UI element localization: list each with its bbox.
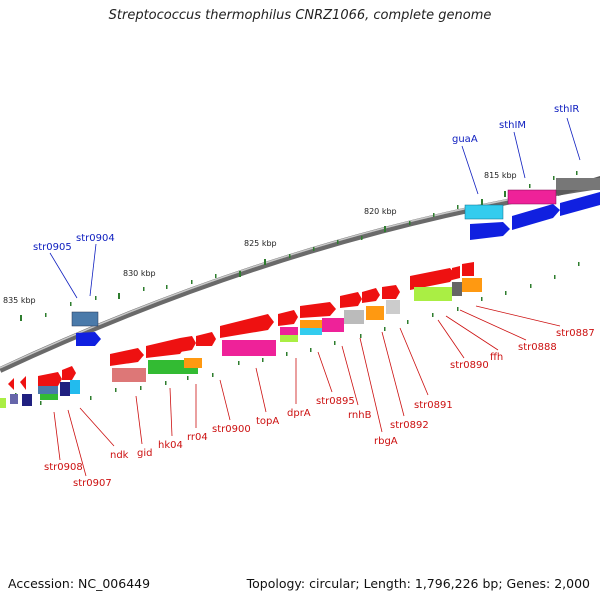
gene-blue-str0908[interactable] bbox=[38, 386, 58, 394]
gene-gray-mid[interactable] bbox=[344, 310, 364, 324]
gene-label: topA bbox=[256, 416, 279, 427]
gene-label: gid bbox=[137, 448, 152, 459]
gene-cyan-dprA[interactable] bbox=[300, 328, 322, 335]
gene-topA[interactable] bbox=[220, 314, 274, 338]
accession-text: Accession: NC_006449 bbox=[8, 576, 151, 591]
scale-label: 820 kbp bbox=[364, 207, 397, 216]
gene-label: str0904 bbox=[76, 233, 115, 244]
gene-sthIR[interactable] bbox=[556, 178, 600, 190]
upper-callouts bbox=[49, 117, 581, 299]
gene-left-block[interactable] bbox=[10, 394, 18, 404]
gene-navy-str0907[interactable] bbox=[60, 382, 70, 396]
scale-label: 835 kbp bbox=[3, 296, 36, 305]
gene-str0890[interactable] bbox=[414, 287, 452, 301]
gene-label: str0888 bbox=[518, 342, 557, 353]
gene-gid[interactable] bbox=[110, 348, 144, 366]
gene-label: guaA bbox=[452, 134, 478, 145]
scale-label: 825 kbp bbox=[244, 239, 277, 248]
gene-label: str0908 bbox=[44, 462, 83, 473]
gene-gray-small[interactable] bbox=[386, 300, 400, 314]
gene-left-arrow-2[interactable] bbox=[20, 376, 26, 390]
gene-left-arrow[interactable] bbox=[8, 378, 14, 390]
gene-sthIM[interactable] bbox=[507, 189, 557, 205]
gene-str0891[interactable] bbox=[452, 282, 462, 296]
gene-str0887[interactable] bbox=[410, 268, 456, 290]
gene-rr04[interactable] bbox=[196, 332, 216, 346]
gene-label: str0891 bbox=[414, 400, 453, 411]
gene-label: rbgA bbox=[374, 436, 398, 447]
gene-label: rr04 bbox=[187, 432, 208, 443]
gene-label: sthIM bbox=[499, 120, 526, 131]
gene-rnhB[interactable] bbox=[340, 292, 362, 308]
gene-guaA-arrow[interactable] bbox=[470, 222, 510, 240]
gene-label: ndk bbox=[110, 450, 129, 461]
gene-str0900[interactable] bbox=[222, 340, 276, 356]
gene-label: str0890 bbox=[450, 360, 489, 371]
gene-str0904[interactable] bbox=[71, 311, 99, 327]
gene-green-small[interactable] bbox=[280, 335, 298, 342]
gene-orange-small[interactable] bbox=[366, 306, 384, 320]
gene-str0895[interactable] bbox=[382, 285, 400, 299]
gene-left-green[interactable] bbox=[0, 398, 6, 408]
gene-cyan-str0907[interactable] bbox=[70, 380, 80, 394]
gene-str0888[interactable] bbox=[452, 266, 460, 280]
gene-hk04b[interactable] bbox=[180, 336, 196, 352]
gene-hk04[interactable] bbox=[146, 338, 186, 358]
gene-label: str0895 bbox=[316, 396, 355, 407]
gene-str0905-arrow[interactable] bbox=[76, 332, 101, 346]
gene-label: rnhB bbox=[348, 410, 372, 421]
scale-label: 815 kbp bbox=[484, 171, 517, 180]
gene-label: ffh bbox=[490, 352, 503, 363]
gene-label: hk04 bbox=[158, 440, 183, 451]
topology-text: Topology: circular; Length: 1,796,226 bp… bbox=[246, 576, 590, 591]
gene-ffh[interactable] bbox=[462, 262, 474, 276]
gene-sthIM-arrow[interactable] bbox=[512, 204, 560, 230]
gene-str0907[interactable] bbox=[62, 366, 76, 380]
gene-sthIR-arrow[interactable] bbox=[560, 192, 600, 216]
gene-topA-start[interactable] bbox=[278, 310, 298, 326]
gene-ndk[interactable] bbox=[38, 372, 62, 386]
gene-label: sthIR bbox=[554, 104, 579, 115]
gene-orange-hk04[interactable] bbox=[184, 358, 202, 368]
gene-label: dprA bbox=[287, 408, 311, 419]
gene-label: str0892 bbox=[390, 420, 429, 431]
gene-left-navy[interactable] bbox=[22, 394, 32, 406]
lower-genes bbox=[0, 262, 482, 408]
lower-callouts bbox=[53, 305, 561, 477]
gene-label: str0905 bbox=[33, 242, 72, 253]
gene-magenta-small[interactable] bbox=[280, 327, 298, 335]
gene-magenta-dprA[interactable] bbox=[322, 318, 344, 332]
gene-orange-dprA[interactable] bbox=[300, 320, 322, 328]
gene-label: str0907 bbox=[73, 478, 112, 489]
map-title: Streptococcus thermophilus CNRZ1066, com… bbox=[108, 8, 492, 23]
gene-gid-lower[interactable] bbox=[112, 368, 146, 382]
scale-label: 830 kbp bbox=[123, 269, 156, 278]
gene-guaA[interactable] bbox=[464, 204, 504, 220]
upper-genes bbox=[71, 178, 600, 346]
gene-label: str0887 bbox=[556, 328, 595, 339]
gene-str0892[interactable] bbox=[462, 278, 482, 292]
gene-rbgA[interactable] bbox=[362, 288, 380, 303]
gene-dprA[interactable] bbox=[300, 302, 336, 318]
gene-label: str0900 bbox=[212, 424, 251, 435]
gene-green-str0908[interactable] bbox=[40, 394, 58, 400]
